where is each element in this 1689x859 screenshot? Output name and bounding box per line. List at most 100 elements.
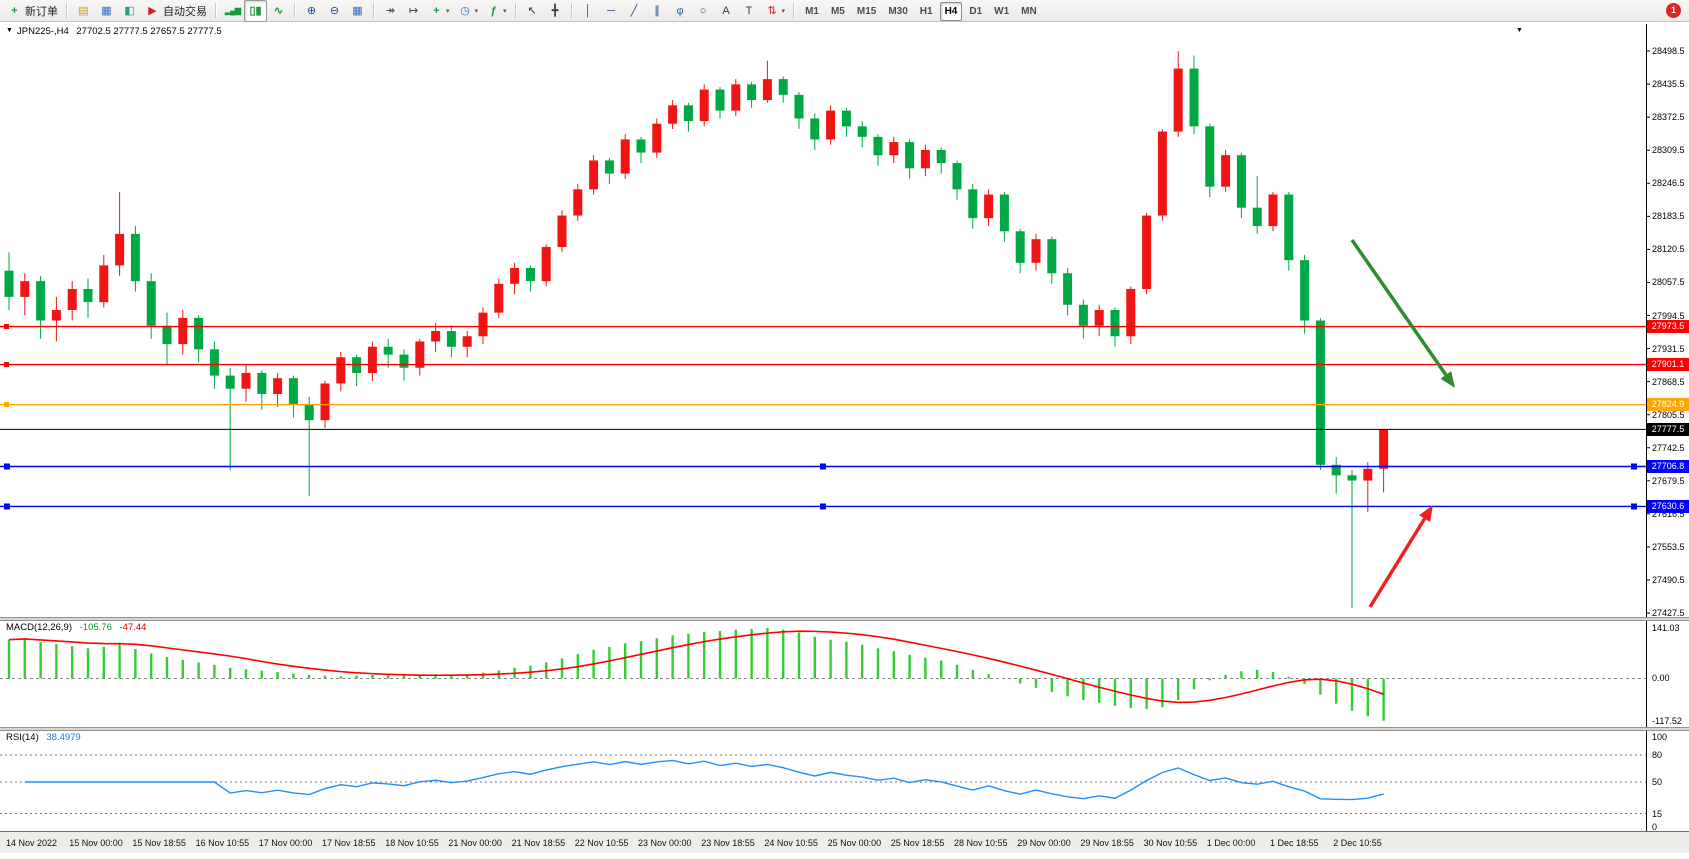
arrow-objects-layer[interactable] xyxy=(1350,239,1455,608)
new-order-icon: + xyxy=(11,4,18,17)
chart-title-ohlc: 27702.5 27777.5 27657.5 27777.5 xyxy=(76,26,222,37)
macd-name: MACD(12,26,9) xyxy=(6,622,72,633)
text-label-button[interactable]: T xyxy=(738,0,761,22)
zoom-in-button[interactable]: ⊕ xyxy=(300,0,323,22)
navigator-icon: ◧ xyxy=(124,4,135,17)
indicators-icon: ƒ xyxy=(490,4,497,17)
periods-button[interactable]: ◷ ▾ xyxy=(454,0,483,22)
macd-main-value: -105.76 xyxy=(79,622,112,633)
indicators-button[interactable]: ƒ ▾ xyxy=(482,0,511,22)
horizontal-line-button[interactable]: ─ xyxy=(600,0,623,22)
new-order-label: 新订单 xyxy=(25,5,58,18)
time-axis-label: 1 Dec 18:55 xyxy=(1270,838,1319,848)
toolbar-separator xyxy=(215,3,217,18)
timeframe-button-h1[interactable]: H1 xyxy=(919,5,933,17)
trendline-button[interactable]: ╱ xyxy=(623,0,646,22)
fibonacci-button[interactable]: φ xyxy=(669,0,692,22)
chart-dropdown-icon[interactable]: ▼ xyxy=(1516,27,1523,34)
time-axis-label: 21 Nov 18:55 xyxy=(511,838,566,848)
toolbar-separator xyxy=(570,3,573,18)
tile-windows-button[interactable]: ▦ xyxy=(346,0,369,22)
time-axis-label: 1 Dec 00:00 xyxy=(1206,838,1256,848)
vertical-line-button[interactable]: │ xyxy=(577,0,600,22)
candlestick-chart-button[interactable]: ▯▮ xyxy=(244,0,267,22)
tile-windows-icon: ▦ xyxy=(352,4,363,17)
pane-splitter-rsi[interactable] xyxy=(0,727,1689,731)
shapes-button[interactable]: ○ xyxy=(692,0,715,22)
arrows-tool-button[interactable]: ⇅ ▾ xyxy=(761,0,790,22)
bar-chart-button[interactable]: ▂▄▆ xyxy=(221,0,244,22)
text-button[interactable]: A xyxy=(715,0,738,22)
bar-chart-icon: ▂▄▆ xyxy=(225,5,241,15)
crosshair-icon: ╋ xyxy=(551,4,559,17)
macd-signal-value: -47.44 xyxy=(119,622,147,633)
auto-trading-button[interactable]: ▶ 自动交易 xyxy=(141,0,211,22)
time-axis-label: 23 Nov 00:00 xyxy=(638,838,692,848)
pane-splitter-macd[interactable] xyxy=(0,617,1689,621)
time-axis-label: 24 Nov 10:55 xyxy=(764,838,818,848)
time-axis-label: 15 Nov 18:55 xyxy=(132,838,186,848)
channel-icon: ∥ xyxy=(654,4,660,17)
crosshair-button[interactable]: ╋ xyxy=(544,0,567,22)
text-label-icon: T xyxy=(745,4,753,17)
navigator-button[interactable]: ◧ xyxy=(118,0,141,22)
chevron-down-icon: ▾ xyxy=(474,7,479,15)
chart-shift-icon: ↦ xyxy=(408,4,419,17)
time-axis-label: 25 Nov 00:00 xyxy=(827,838,882,848)
arrows-tool-icon: ⇅ xyxy=(767,4,777,17)
timeframe-button-mn[interactable]: MN xyxy=(1021,5,1037,17)
rsi-value: 38.4979 xyxy=(46,732,81,743)
chart-title: JPN225-,H4 27702.5 27777.5 27657.5 27777… xyxy=(17,26,222,37)
zoom-out-button[interactable]: ⊖ xyxy=(323,0,346,22)
timeframe-button-d1[interactable]: D1 xyxy=(969,5,983,17)
timeframe-group: M1 M5 M15 M30 H1 H4 D1 W1 MN xyxy=(799,1,1043,21)
timeframe-button-m1[interactable]: M1 xyxy=(805,5,819,17)
rsi-label: RSI(14) 38.4979 xyxy=(6,732,81,743)
time-axis[interactable]: 14 Nov 2022 15 Nov 00:00 15 Nov 18:55 16 No… xyxy=(0,831,1689,853)
time-axis-label: 29 Nov 00:00 xyxy=(1017,838,1071,848)
timeframe-button-h4[interactable]: H4 xyxy=(939,1,963,21)
timeframe-button-w1[interactable]: W1 xyxy=(994,5,1010,17)
rsi-layer xyxy=(0,754,1646,814)
trendline-icon: ╱ xyxy=(630,4,638,17)
timeframe-button-m30[interactable]: M30 xyxy=(888,5,908,17)
macd-layer xyxy=(0,628,1646,721)
vertical-line-icon: │ xyxy=(584,4,592,17)
periods-clock-icon: ◷ xyxy=(460,4,470,17)
cursor-button[interactable]: ↖ xyxy=(521,0,544,22)
chevron-down-icon: ▾ xyxy=(503,7,507,15)
auto-scroll-button[interactable]: ↠ xyxy=(379,0,402,22)
chart-expand-icon[interactable]: ▼ xyxy=(6,27,13,34)
hline-objects-layer[interactable] xyxy=(0,324,1646,510)
toolbar-separator xyxy=(66,3,68,18)
new-order-button[interactable]: + 新订单 xyxy=(3,0,62,22)
timeframe-button-m5[interactable]: M5 xyxy=(830,5,845,17)
auto-trading-label: 自动交易 xyxy=(163,5,207,18)
data-window-button[interactable]: ▦ xyxy=(95,0,118,22)
chevron-down-icon: ▾ xyxy=(446,7,450,15)
shapes-icon: ○ xyxy=(699,4,707,17)
zoom-in-icon: ⊕ xyxy=(306,4,317,17)
new-chart-icon: + xyxy=(433,4,440,17)
chart-shift-button[interactable]: ↦ xyxy=(402,0,425,22)
auto-trading-icon: ▶ xyxy=(148,4,157,17)
rsi-name: RSI(14) xyxy=(6,732,39,743)
line-chart-button[interactable]: ∿ xyxy=(267,0,290,22)
candles-layer xyxy=(4,51,1389,609)
new-chart-button[interactable]: + ▾ xyxy=(425,0,454,22)
channel-button[interactable]: ∥ xyxy=(646,0,669,22)
toolbar-separator xyxy=(514,3,517,18)
timeframe-button-m15[interactable]: M15 xyxy=(856,5,877,17)
time-axis-label: 14 Nov 2022 xyxy=(6,838,58,848)
toolbar: + 新订单 ▤ ▦ ◧ ▶ 自动交易 ▂▄▆ ▯▮ ∿ ⊕ ⊖ ▦ ↠ ↦ + ▾… xyxy=(0,0,1689,22)
time-axis-label: 16 Nov 10:55 xyxy=(195,838,250,848)
chevron-down-icon: ▾ xyxy=(781,7,786,15)
market-watch-button[interactable]: ▤ xyxy=(72,0,95,22)
candlestick-icon: ▯▮ xyxy=(249,4,262,17)
toolbar-separator xyxy=(294,3,296,18)
time-axis-label: 22 Nov 10:55 xyxy=(574,838,629,848)
time-axis-label: 29 Nov 18:55 xyxy=(1080,838,1134,848)
time-axis-label: 21 Nov 00:00 xyxy=(448,838,502,848)
notification-badge[interactable]: 1 xyxy=(1666,3,1681,18)
